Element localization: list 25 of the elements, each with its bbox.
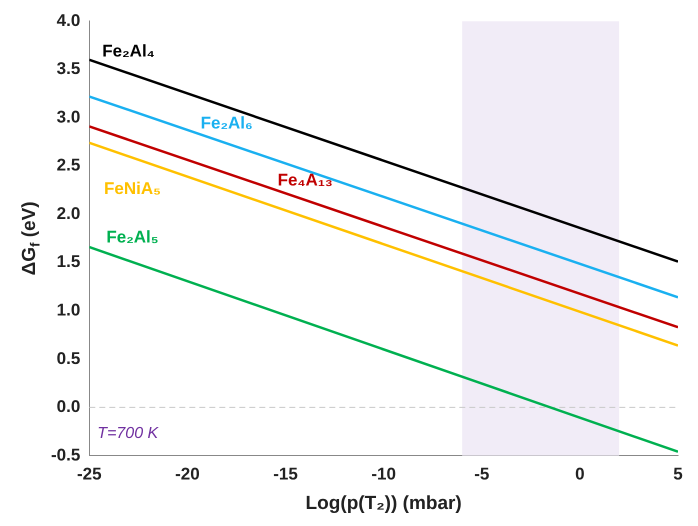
series-label: Fe₂Al₅ — [106, 228, 159, 247]
x-tick-label: -15 — [273, 464, 298, 484]
series-label: Fe₂Al₄ — [102, 42, 155, 61]
x-tick-label: 0 — [575, 464, 585, 484]
x-tick-label: -5 — [474, 464, 490, 484]
y-tick-label: 3.0 — [56, 107, 80, 126]
x-tick-label: -10 — [371, 464, 396, 484]
y-tick-label: 2.0 — [56, 204, 80, 223]
y-tick-label: -0.5 — [50, 445, 80, 464]
y-tick-label: 0.0 — [56, 397, 80, 416]
annotation: T=700 K — [97, 425, 160, 442]
series-label: Fe₄A₁₃ — [278, 170, 333, 190]
y-tick-label: 0.5 — [56, 348, 80, 368]
series-label: Fe₂Al₆ — [200, 114, 253, 133]
y-tick-label: 4.0 — [56, 10, 80, 30]
y-axis-title: ΔGf (eV) — [19, 201, 42, 276]
y-tick-label: 2.5 — [56, 156, 80, 175]
y-tick-label: 1.5 — [56, 252, 80, 272]
x-tick-label: -25 — [77, 464, 102, 484]
x-tick-label: 5 — [673, 464, 683, 484]
y-tick-label: 3.5 — [56, 59, 80, 78]
series-label: FeNiA₅ — [104, 179, 161, 198]
x-axis-title: Log(p(T₂)) (mbar) — [306, 493, 462, 514]
x-tick-label: -20 — [175, 464, 200, 484]
y-tick-label: 1.0 — [56, 300, 80, 320]
